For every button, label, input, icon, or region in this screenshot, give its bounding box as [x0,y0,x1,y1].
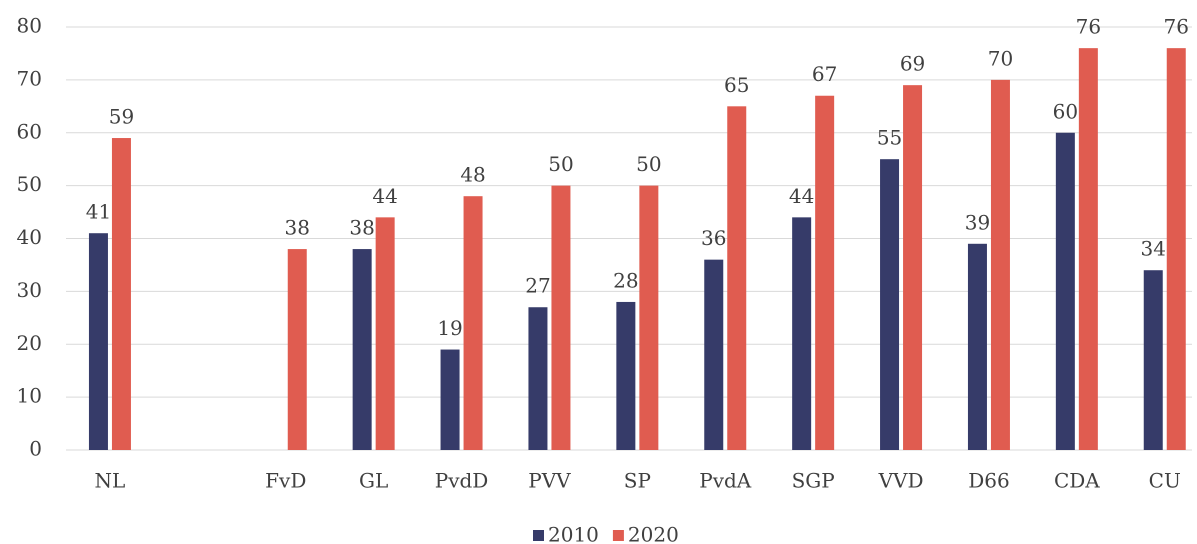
x-tick-label: CDA [1054,469,1100,493]
data-label: 65 [724,73,749,97]
data-label: 27 [525,274,550,298]
data-label: 69 [900,52,925,76]
data-label: 38 [349,216,374,240]
bar [616,301,636,450]
data-label: 44 [789,184,814,208]
bar [463,196,483,450]
bar [792,217,812,450]
x-tick-label: CU [1149,469,1181,493]
data-label: 44 [372,184,397,208]
x-tick-label: GL [359,469,388,493]
bar [287,249,307,450]
x-tick-label: SGP [792,469,835,493]
bar [1166,48,1186,451]
x-tick-label: D66 [968,469,1009,493]
y-tick-label: 10 [17,384,42,408]
bar [990,79,1010,450]
bar [815,95,835,451]
bar [111,138,131,450]
legend-swatch [533,530,544,541]
legend-label: 2020 [628,523,679,544]
bar [1055,132,1075,450]
data-label: 59 [109,105,134,129]
x-tick-label: PVV [528,469,571,493]
data-label: 41 [86,200,111,224]
data-label: 34 [1141,237,1166,261]
bar [440,349,460,450]
bar [528,307,548,450]
bar [903,85,923,450]
x-tick-label: SP [624,469,651,493]
data-label: 28 [613,268,638,292]
legend-label: 2010 [548,523,599,544]
legend-swatch [612,530,624,541]
data-label: 70 [988,46,1013,70]
y-tick-label: 40 [17,225,42,249]
x-tick-label: FvD [265,469,306,493]
data-label: 67 [812,62,837,86]
data-label: 55 [877,126,902,150]
data-label: 50 [636,152,661,176]
y-tick-label: 60 [17,119,42,143]
y-tick-label: 80 [17,14,42,38]
bar [352,249,372,450]
data-label: 38 [285,216,310,240]
bar [88,233,108,450]
bar [704,259,724,450]
data-label: 39 [965,210,990,234]
data-label: 36 [701,226,726,250]
data-label: 76 [1164,15,1189,39]
y-tick-label: 30 [17,278,42,302]
x-tick-label: VVD [878,469,924,493]
bar [727,106,747,450]
data-label: 48 [460,163,485,187]
data-label: 76 [1076,15,1101,39]
x-tick-label: NL [95,469,126,493]
data-label: 50 [548,152,573,176]
data-label: 60 [1053,99,1078,123]
y-tick-label: 0 [29,437,42,461]
y-tick-label: 50 [17,172,42,196]
x-tick-label: PvdA [699,469,752,493]
bar [1078,48,1098,451]
bar [967,243,987,450]
bar [375,217,395,450]
bar [551,185,571,450]
bar [880,159,900,450]
data-label: 19 [437,316,462,340]
bar [1143,270,1163,450]
y-tick-label: 70 [17,66,42,90]
x-tick-label: PvdD [435,469,489,493]
y-tick-label: 20 [17,331,42,355]
bar [639,185,659,450]
